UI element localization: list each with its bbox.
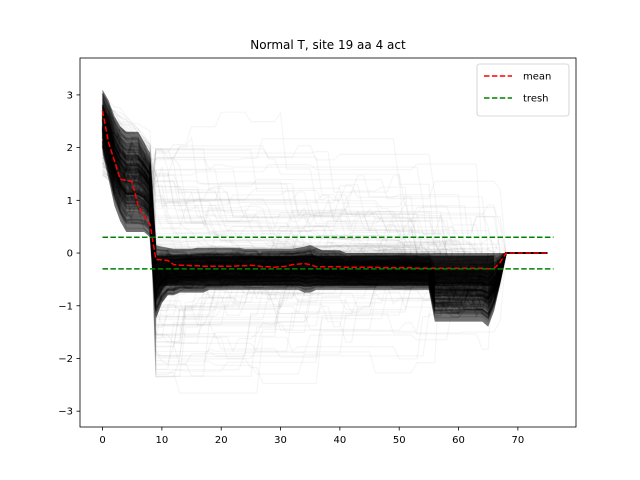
trajectory-outlier	[101, 121, 489, 254]
trajectory-outlier	[102, 153, 501, 257]
trajectory-outlier	[101, 113, 412, 270]
trajectory-outlier	[102, 154, 507, 254]
trajectory-bundle	[101, 89, 548, 394]
legend-label-tresh: tresh	[523, 94, 549, 105]
trajectory-outlier	[102, 118, 406, 254]
trajectory-outlier	[102, 157, 495, 254]
trajectory-outlier	[102, 125, 412, 255]
y-tick-label: −2	[58, 354, 73, 365]
trajectory-outlier	[102, 157, 477, 254]
trajectory-band-core	[155, 255, 495, 286]
trajectory-outlier	[102, 104, 418, 254]
trajectory-outlier	[102, 107, 483, 328]
legend: mean tresh	[476, 63, 570, 117]
trajectory-outlier	[102, 162, 418, 254]
trajectory-outlier	[102, 157, 460, 371]
trajectory-outlier	[101, 130, 454, 326]
trajectory-outlier	[101, 111, 412, 254]
x-tick-label: 20	[215, 435, 228, 446]
trajectory-outlier	[102, 121, 471, 260]
y-tick-label: −1	[58, 301, 73, 312]
trajectory-outlier	[102, 145, 442, 254]
trajectory-outlier	[102, 119, 489, 375]
trajectory-outlier	[102, 169, 460, 254]
y-tick-label: 2	[67, 143, 73, 154]
trajectory-outlier	[102, 170, 448, 254]
trajectory-outlier	[102, 145, 507, 375]
trajectory-outlier	[102, 148, 483, 254]
trajectory-outlier	[102, 129, 424, 254]
trajectory-outlier	[102, 121, 454, 254]
trajectory-outlier	[102, 147, 454, 254]
series-line-mean	[101, 110, 548, 270]
y-tick-label: 3	[67, 90, 73, 101]
trajectory-outlier	[102, 157, 430, 254]
trajectory-outlier	[101, 130, 448, 254]
trajectory-outlier	[102, 170, 495, 254]
trajectory-outlier	[102, 145, 471, 254]
trajectory-outlier	[102, 149, 430, 254]
trajectory-outlier	[102, 119, 507, 254]
series-layer	[101, 110, 554, 270]
x-tick-label: 0	[99, 435, 105, 446]
trajectory-outlier	[102, 140, 489, 365]
trajectory-outlier	[102, 124, 471, 370]
trajectory-outlier	[102, 111, 424, 254]
trajectory-outlier	[102, 113, 406, 254]
x-tick-label: 50	[393, 435, 406, 446]
trajectory-outlier	[102, 127, 442, 394]
x-tick-label: 40	[333, 435, 346, 446]
trajectory-outlier	[101, 132, 436, 350]
trajectory-outlier	[102, 107, 466, 357]
trajectory-outlier	[102, 149, 442, 254]
trajectory-outlier	[102, 126, 507, 254]
y-tick-label: −3	[58, 407, 73, 418]
trajectory-outlier	[102, 166, 466, 357]
legend-label-mean: mean	[523, 72, 551, 83]
trajectory-outlier	[102, 111, 466, 254]
x-tick-label: 60	[452, 435, 465, 446]
y-tick-label: 0	[67, 249, 73, 260]
trajectory-outlier	[102, 115, 477, 254]
trajectory-outlier	[102, 133, 436, 254]
trajectory-outlier	[101, 111, 495, 350]
y-axis: −3 −2 −1 0 1 2 3	[58, 90, 80, 418]
trajectory-outlier	[102, 153, 430, 254]
trajectory-outlier	[102, 163, 483, 254]
trajectory-outlier	[102, 125, 436, 254]
x-tick-label: 10	[156, 435, 169, 446]
plot-frame	[79, 57, 577, 428]
trajectory-outlier	[102, 151, 489, 343]
x-tick-label: 30	[274, 435, 287, 446]
trajectory-outlier	[101, 119, 448, 254]
trajectory-outlier	[102, 155, 507, 254]
trajectory-outlier	[102, 173, 460, 331]
chart-title: Normal T, site 19 aa 4 act	[250, 38, 406, 52]
trajectory-outlier	[102, 148, 477, 270]
x-tick-label: 70	[511, 435, 524, 446]
x-axis: 0 10 20 30 40 50 60 70	[99, 427, 524, 446]
trajectory-outlier	[102, 170, 483, 254]
trajectory-outlier	[102, 139, 442, 254]
legend-box	[476, 63, 570, 117]
trajectory-outlier	[102, 129, 406, 254]
trajectory-outlier	[102, 153, 442, 385]
y-tick-label: 1	[67, 196, 73, 207]
trajectory-outlier	[102, 162, 501, 254]
